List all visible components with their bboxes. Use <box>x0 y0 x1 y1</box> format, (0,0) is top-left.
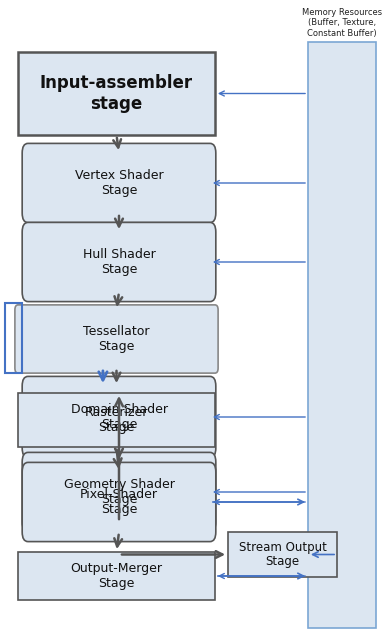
FancyBboxPatch shape <box>18 552 215 600</box>
Text: Input-assembler
stage: Input-assembler stage <box>40 74 193 113</box>
FancyBboxPatch shape <box>18 52 215 135</box>
Text: Geometry Shader
Stage: Geometry Shader Stage <box>64 478 175 506</box>
Text: Tessellator
Stage: Tessellator Stage <box>83 325 150 353</box>
Text: Pixel-Shader
Stage: Pixel-Shader Stage <box>80 488 158 516</box>
Text: Memory Resources
(Buffer, Texture,
Constant Buffer): Memory Resources (Buffer, Texture, Const… <box>302 8 382 38</box>
FancyBboxPatch shape <box>22 452 216 532</box>
Text: Domain Shader
Stage: Domain Shader Stage <box>71 403 168 431</box>
Text: Rasterizer
Stage: Rasterizer Stage <box>85 406 148 434</box>
FancyBboxPatch shape <box>22 223 216 301</box>
FancyBboxPatch shape <box>22 462 216 541</box>
Text: Stream Output
Stage: Stream Output Stage <box>239 541 326 568</box>
FancyBboxPatch shape <box>22 143 216 223</box>
FancyBboxPatch shape <box>228 532 337 577</box>
FancyBboxPatch shape <box>308 42 376 628</box>
Text: Hull Shader
Stage: Hull Shader Stage <box>83 248 155 276</box>
FancyBboxPatch shape <box>15 305 218 373</box>
FancyBboxPatch shape <box>22 376 216 458</box>
Text: Vertex Shader
Stage: Vertex Shader Stage <box>74 169 163 197</box>
Text: Output-Merger
Stage: Output-Merger Stage <box>71 562 163 590</box>
FancyBboxPatch shape <box>18 393 215 447</box>
